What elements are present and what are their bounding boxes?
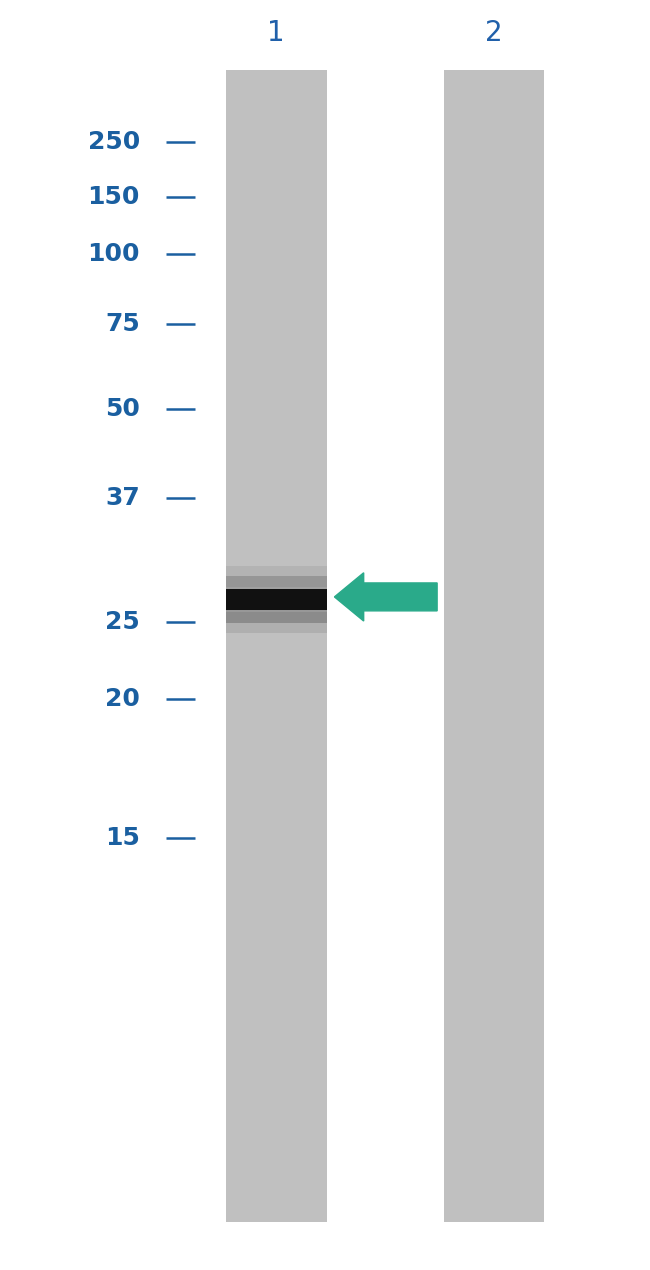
Text: 1: 1 [267, 19, 285, 47]
Bar [226, 588, 326, 610]
Text: 150: 150 [87, 185, 140, 208]
Text: 37: 37 [105, 486, 140, 509]
Text: 100: 100 [87, 243, 140, 265]
FancyArrow shape [334, 573, 437, 621]
Bar [226, 575, 326, 597]
Bar [226, 601, 326, 622]
Text: 15: 15 [105, 827, 140, 850]
Text: 2: 2 [485, 19, 503, 47]
Bar [226, 70, 326, 1222]
Text: 50: 50 [105, 398, 140, 420]
Text: 25: 25 [105, 611, 140, 634]
Text: 75: 75 [105, 312, 140, 335]
Text: 20: 20 [105, 687, 140, 710]
Bar [226, 611, 326, 632]
Text: 250: 250 [88, 131, 140, 154]
Bar [226, 565, 326, 587]
Bar [443, 70, 545, 1222]
